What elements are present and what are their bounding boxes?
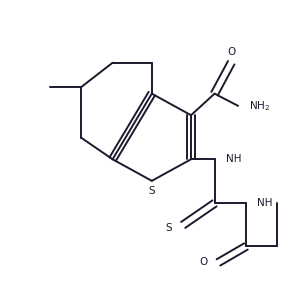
Text: NH: NH <box>226 154 241 164</box>
Text: S: S <box>149 187 155 196</box>
Text: S: S <box>165 223 172 233</box>
Text: NH: NH <box>257 198 273 208</box>
Text: O: O <box>199 257 207 267</box>
Text: O: O <box>227 47 235 57</box>
Text: NH$_2$: NH$_2$ <box>249 99 270 113</box>
